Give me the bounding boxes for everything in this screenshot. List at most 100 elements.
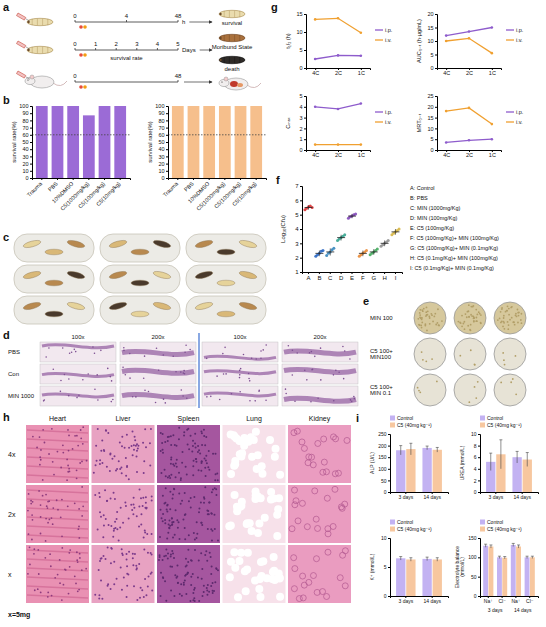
tick-mark — [388, 446, 390, 447]
cell-texture — [164, 502, 166, 504]
row-label: MIN 100 — [370, 315, 393, 321]
plot-area — [396, 557, 442, 596]
cell-texture — [114, 498, 116, 500]
tick-mark — [388, 469, 390, 470]
tick-mark — [478, 596, 480, 597]
tick-label: 0 — [474, 593, 477, 599]
legend-swatch — [390, 527, 395, 532]
cell-texture — [294, 400, 296, 402]
tick: 250 — [378, 431, 390, 437]
tick-mark — [435, 96, 437, 97]
colony — [435, 324, 437, 326]
larva-icon — [219, 56, 245, 63]
cell-texture — [68, 552, 70, 554]
column-label: Kidney — [309, 415, 331, 423]
bar — [99, 106, 111, 178]
error-bar — [513, 543, 514, 546]
colony — [419, 316, 421, 318]
stained-section — [223, 485, 286, 543]
cell-texture — [78, 394, 80, 396]
cell-texture — [137, 445, 139, 447]
tick-label: 150 — [468, 535, 477, 541]
error-bar — [437, 447, 438, 452]
cell-texture — [97, 428, 99, 430]
bar — [406, 449, 415, 492]
tick-label: 4C — [443, 152, 450, 158]
tick-mark — [304, 96, 306, 97]
error-bar — [341, 235, 342, 241]
syringe-needle — [26, 47, 30, 50]
cell-texture — [144, 428, 146, 430]
tick-mark — [478, 557, 480, 558]
cell-texture — [181, 595, 183, 597]
cell-texture — [291, 555, 297, 561]
stained-section — [288, 425, 351, 483]
axis: 4C2C1C — [307, 150, 371, 158]
fiber — [27, 448, 88, 451]
axis-title: Electrolyte balance(mmol/L) — [454, 546, 466, 588]
tick-label: 15 — [427, 115, 433, 121]
cell-texture — [111, 458, 113, 460]
cell-texture — [135, 565, 137, 567]
cell-texture — [209, 501, 211, 503]
tick-label: 7 — [295, 183, 299, 189]
tick-label: Na⁺ — [511, 598, 520, 604]
larva-segment — [239, 11, 240, 18]
cell-texture — [183, 370, 185, 372]
cell-texture — [265, 344, 267, 346]
cell-texture — [313, 516, 319, 522]
tick: 5 — [299, 47, 306, 53]
colony — [417, 318, 419, 320]
data-point — [491, 123, 494, 126]
cell-texture — [137, 447, 139, 449]
error-bar — [427, 557, 428, 560]
axis: 4C2C1C — [438, 150, 502, 158]
cell-texture — [342, 346, 344, 348]
stained-section — [157, 425, 220, 483]
dish-photo — [186, 265, 266, 293]
tick: 10 — [158, 168, 168, 174]
axis: 4C2C1C — [438, 68, 502, 76]
bar — [488, 547, 493, 596]
colony — [475, 397, 477, 399]
cell-texture — [81, 569, 83, 571]
axis-line — [33, 179, 131, 181]
tick-label: A — [307, 275, 311, 281]
cell-texture — [185, 558, 187, 560]
cell-texture — [304, 370, 306, 372]
panel-letter: e — [363, 295, 369, 307]
legend-swatch — [390, 520, 395, 525]
cell-texture — [304, 524, 310, 530]
cell-texture — [201, 578, 203, 580]
cell-texture — [44, 557, 46, 559]
cell-texture — [222, 353, 224, 355]
cell-texture — [51, 517, 53, 519]
cell-texture — [40, 449, 42, 451]
tick: 3 — [299, 115, 306, 121]
cell-texture — [200, 431, 202, 433]
cell-texture — [133, 449, 135, 451]
cell-texture — [40, 516, 42, 518]
data-point — [314, 18, 317, 21]
cell-texture — [47, 507, 49, 509]
cell-texture — [103, 524, 105, 526]
cell-texture — [325, 549, 331, 555]
colony — [500, 311, 502, 313]
data-point — [332, 247, 335, 250]
axis-line — [300, 187, 303, 273]
error-cap — [517, 544, 520, 545]
cell-texture — [119, 527, 121, 529]
cell-texture — [170, 458, 172, 460]
tick: 20 — [427, 11, 437, 17]
tick-label: 4 — [295, 226, 299, 232]
cell-texture — [243, 354, 245, 356]
tick-mark — [304, 50, 306, 51]
micrograph — [40, 364, 116, 384]
cell-texture — [52, 523, 54, 525]
error-bar — [330, 248, 331, 255]
cell-texture — [288, 345, 290, 347]
cell-texture — [170, 444, 172, 446]
colony — [426, 306, 428, 308]
cell-texture — [260, 350, 262, 352]
data-point — [360, 102, 363, 105]
